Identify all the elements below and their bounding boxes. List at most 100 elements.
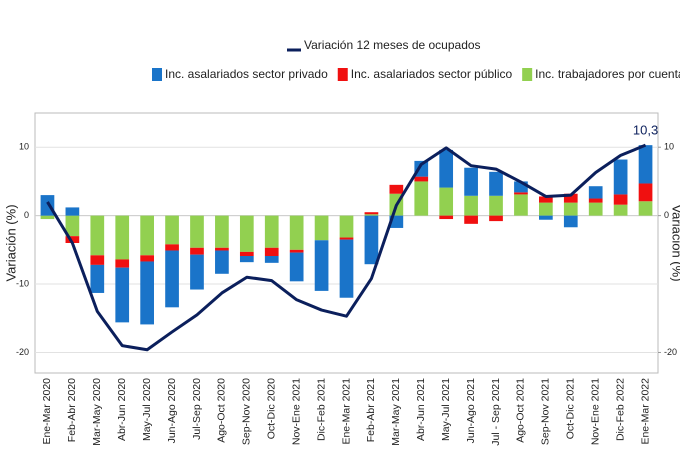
bar bbox=[215, 250, 229, 274]
y-tick-label: -10 bbox=[16, 278, 29, 288]
bar bbox=[40, 195, 55, 216]
bar bbox=[190, 215, 204, 248]
legend-swatch bbox=[152, 68, 162, 81]
legend-swatch bbox=[337, 68, 348, 81]
bar bbox=[489, 195, 503, 216]
bar bbox=[588, 202, 603, 216]
bar bbox=[190, 254, 204, 290]
y2-tick-label: 0 bbox=[664, 210, 669, 220]
bar bbox=[140, 215, 154, 256]
x-tick-label: Sep-Nov 2021 bbox=[540, 378, 552, 445]
x-tick-label: Oct-Dic 2020 bbox=[266, 378, 278, 439]
bar bbox=[638, 145, 653, 184]
x-tick-label: Jul-Sep 2020 bbox=[191, 378, 203, 440]
legend-label: Inc. trabajadores por cuenta propia bbox=[535, 67, 680, 81]
bar bbox=[239, 256, 254, 263]
bar bbox=[165, 215, 179, 245]
bar bbox=[613, 194, 628, 205]
bar bbox=[439, 149, 454, 188]
bar bbox=[439, 215, 454, 220]
bar bbox=[65, 215, 80, 237]
bar bbox=[414, 181, 429, 216]
bar bbox=[364, 215, 379, 265]
y-tick-label: 10 bbox=[19, 142, 29, 152]
bar bbox=[264, 256, 279, 263]
bar bbox=[289, 215, 304, 250]
bar bbox=[539, 202, 553, 216]
bar bbox=[190, 247, 204, 255]
bar bbox=[65, 236, 80, 243]
x-tick-label: May-Jul 2021 bbox=[440, 378, 452, 441]
bar bbox=[588, 198, 603, 203]
bar bbox=[215, 215, 229, 248]
x-tick-label: Ene-Mar 2021 bbox=[340, 378, 352, 445]
plot-frame bbox=[34, 112, 659, 374]
bar bbox=[90, 264, 105, 293]
bar bbox=[638, 183, 653, 202]
bar bbox=[489, 215, 503, 222]
x-tick-label: Dic-Feb 2021 bbox=[315, 378, 327, 441]
bar bbox=[464, 215, 478, 224]
bar bbox=[65, 207, 80, 216]
x-tick-label: Oct-Dic 2021 bbox=[565, 378, 577, 439]
line bbox=[46, 143, 647, 352]
bar bbox=[339, 237, 354, 240]
bar bbox=[289, 252, 304, 282]
x-tick-label: Nov-Ene 2021 bbox=[589, 378, 601, 445]
bar bbox=[364, 214, 379, 216]
bar bbox=[264, 247, 279, 256]
bar bbox=[115, 259, 130, 268]
bar bbox=[514, 194, 528, 216]
bar bbox=[90, 255, 105, 265]
bar bbox=[414, 176, 429, 182]
bar bbox=[239, 251, 254, 256]
x-tick-label: Jun-Ago 2021 bbox=[465, 378, 477, 444]
y-axis-label: Variación (%) bbox=[3, 204, 18, 281]
y2-tick-label: 10 bbox=[664, 142, 674, 152]
y2-axis-label: Variación (%) bbox=[670, 204, 680, 281]
x-tick-label: May-Jul 2020 bbox=[141, 378, 153, 441]
x-tick-label: Feb-Abr 2021 bbox=[365, 378, 377, 442]
bar bbox=[264, 215, 279, 248]
legend-label: Inc. asalariados sector privado bbox=[165, 67, 328, 81]
x-tick-label: Jun-Ago 2020 bbox=[166, 378, 178, 444]
bar bbox=[40, 215, 55, 220]
x-tick-label: Abr-Jun 2021 bbox=[415, 378, 427, 441]
bar bbox=[638, 201, 653, 216]
bar bbox=[514, 192, 528, 195]
bar bbox=[464, 167, 478, 196]
bar bbox=[514, 181, 528, 193]
x-tick-label: Mar-May 2020 bbox=[91, 378, 103, 446]
bar bbox=[314, 240, 329, 291]
bar bbox=[389, 184, 404, 194]
legend-label: Inc. asalariados sector público bbox=[351, 67, 513, 81]
x-tick-label: Sep-Nov 2020 bbox=[241, 378, 253, 445]
bar bbox=[140, 255, 154, 262]
bar bbox=[539, 196, 553, 203]
bar bbox=[588, 186, 603, 199]
legend-label: Variación 12 meses de ocupados bbox=[304, 38, 481, 52]
data-label: 10,3 bbox=[633, 123, 658, 138]
bar bbox=[314, 215, 329, 241]
bar bbox=[165, 250, 179, 308]
bar bbox=[464, 195, 478, 216]
bar bbox=[239, 215, 254, 252]
y-tick-label: -20 bbox=[16, 347, 29, 357]
x-tick-label: Abr-Jun 2020 bbox=[116, 378, 128, 441]
bar bbox=[90, 215, 105, 256]
x-tick-label: Mar-May 2021 bbox=[390, 378, 402, 446]
y-tick-label: 0 bbox=[24, 210, 29, 220]
x-tick-label: Jul - Sep 2021 bbox=[490, 378, 502, 446]
x-tick-label: Ene-Mar 2022 bbox=[639, 378, 651, 445]
bar bbox=[215, 247, 229, 251]
x-tick-label: Ago-Oct 2021 bbox=[515, 378, 527, 443]
bar bbox=[563, 215, 578, 228]
bar bbox=[613, 204, 628, 216]
bar bbox=[140, 261, 154, 325]
bar bbox=[339, 215, 354, 238]
bar bbox=[439, 187, 454, 216]
bar bbox=[563, 202, 578, 216]
x-tick-label: Ene-Mar 2020 bbox=[41, 378, 53, 445]
bar bbox=[613, 159, 628, 195]
